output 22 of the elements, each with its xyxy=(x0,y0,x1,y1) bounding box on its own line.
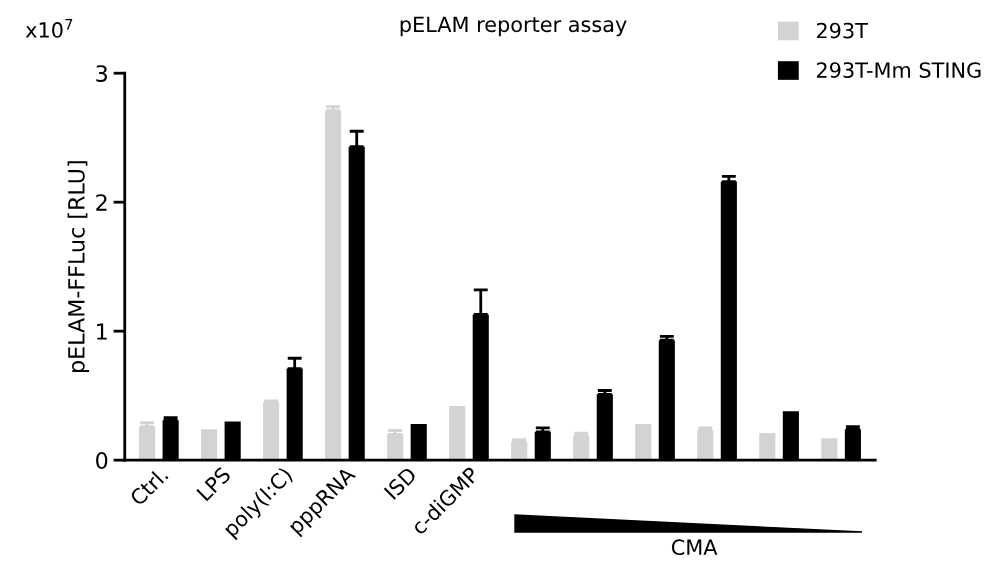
text: x10$^{7}$ xyxy=(25,18,73,38)
x-tick-label: Ctrl. xyxy=(128,466,169,507)
bar xyxy=(263,402,280,461)
y-tick-label: 0 xyxy=(96,452,108,469)
y-tick-label: 3 xyxy=(96,65,107,82)
bar xyxy=(325,110,342,461)
bar xyxy=(201,429,218,461)
bar xyxy=(449,405,466,461)
bar xyxy=(821,438,838,461)
legend-label: 293T-Mm STING xyxy=(816,62,981,78)
y-axis-title: pELAM-FFLuc [RLU] xyxy=(67,161,90,372)
text: CMA xyxy=(671,539,718,556)
bar xyxy=(635,424,652,461)
bar xyxy=(139,426,156,461)
bar xyxy=(697,430,714,461)
x-tick-label: ISD xyxy=(383,466,418,501)
legend-label: 293T xyxy=(816,22,868,39)
y-tick-label: 1 xyxy=(97,323,107,340)
chart-title: pELAM reporter assay xyxy=(400,16,627,37)
bar xyxy=(573,435,590,461)
bar xyxy=(759,433,776,461)
y-tick-label: 2 xyxy=(96,194,107,211)
